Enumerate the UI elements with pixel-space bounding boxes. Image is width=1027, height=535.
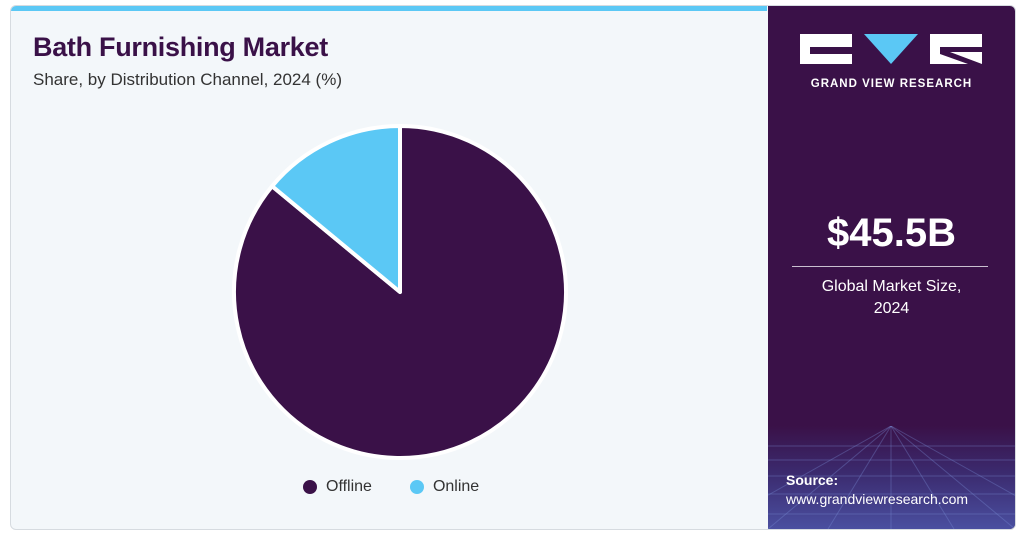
accent-line	[11, 6, 767, 11]
market-size-value: $45.5B	[827, 211, 956, 255]
legend-label-online: Online	[432, 478, 480, 495]
market-size-label: Global Market Size, 2024	[768, 276, 1015, 320]
pie-chart	[232, 124, 568, 460]
brand-name: GRAND VIEW RESEARCH	[810, 78, 973, 90]
decorative-grid	[768, 426, 1015, 529]
divider	[792, 266, 988, 267]
chart-card: Bath Furnishing Market Share, by Distrib…	[10, 5, 1016, 530]
chart-legend: Offline Online	[303, 478, 479, 496]
info-sidebar: GRAND VIEW RESEARCH $45.5B Global Market…	[768, 6, 1015, 529]
legend-swatch-offline	[303, 480, 317, 494]
legend-label-offline: Offline	[326, 478, 372, 495]
legend-swatch-online	[409, 480, 424, 494]
grand-view-research-logo-icon	[800, 34, 982, 64]
source-link[interactable]: www.grandviewresearch.com	[786, 491, 969, 507]
chart-subtitle: Share, by Distribution Channel, 2024 (%)	[33, 70, 342, 89]
grid-pattern-icon	[768, 426, 1015, 529]
legend-item-online: Online	[409, 478, 480, 496]
market-size-label-line2: 2024	[873, 300, 910, 317]
chart-title: Bath Furnishing Market	[33, 32, 328, 62]
market-size-label-line1: Global Market Size,	[821, 278, 962, 295]
legend-item-offline: Offline	[303, 478, 372, 496]
source-label: Source:	[786, 472, 839, 488]
pie-slice-online	[270, 124, 402, 294]
